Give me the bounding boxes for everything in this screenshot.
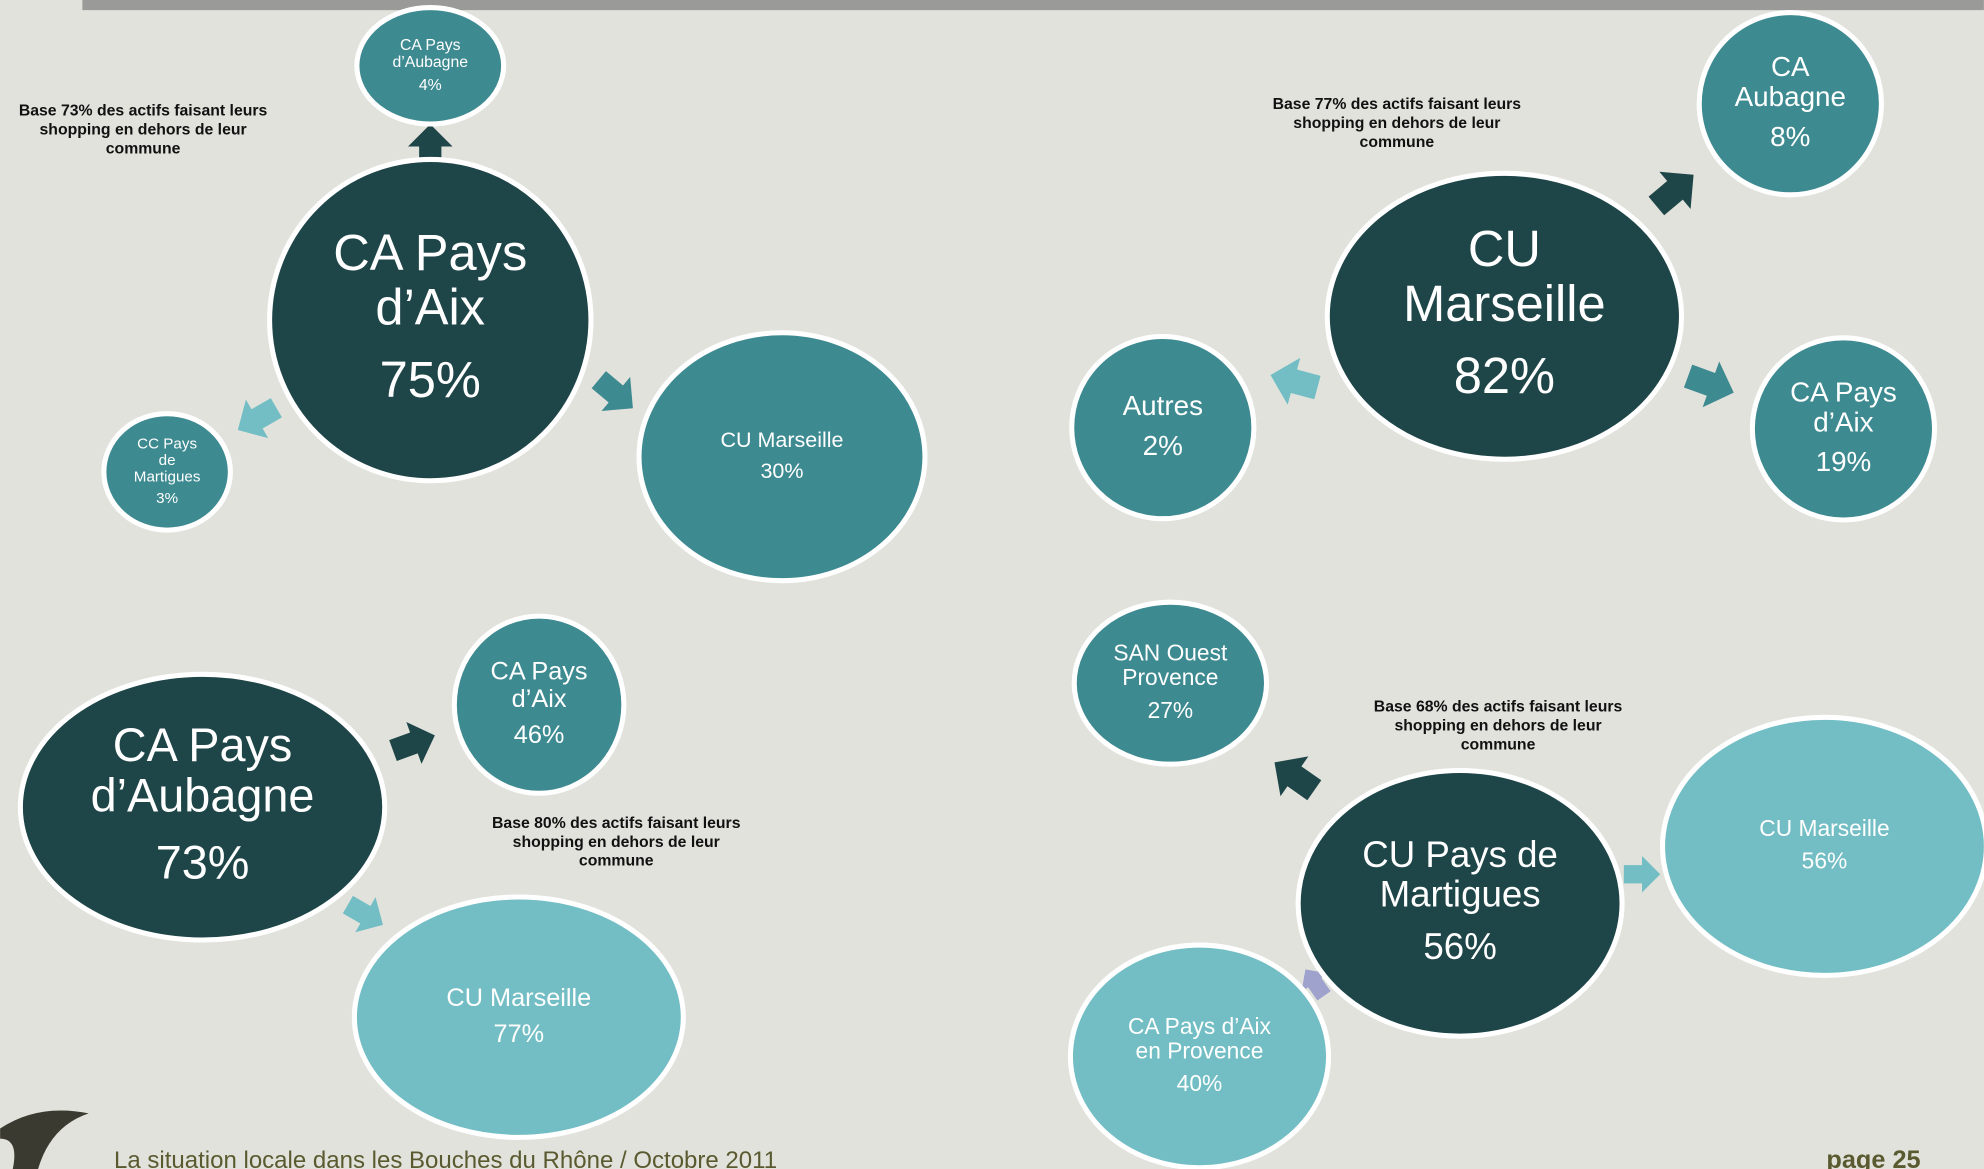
- node: [1069, 334, 1257, 522]
- arrow: [1683, 361, 1734, 408]
- arrow: [1648, 171, 1694, 216]
- node-value: 56%: [1423, 926, 1496, 967]
- node-label: CA Pays: [400, 37, 461, 54]
- node-label: en Provence: [1136, 1037, 1264, 1063]
- node-value: 27%: [1148, 697, 1194, 723]
- node-value: 73%: [156, 836, 250, 888]
- node-value: 8%: [1770, 121, 1810, 152]
- node-value: 19%: [1816, 446, 1872, 477]
- arrow: [1623, 856, 1661, 893]
- node: [101, 411, 233, 533]
- node: [1749, 335, 1938, 523]
- quote-mark: [0, 1110, 89, 1169]
- node-label: d’Aubagne: [392, 54, 468, 71]
- base-note: commune: [1360, 134, 1435, 151]
- node-value: 2%: [1143, 430, 1183, 461]
- node-label: CA Pays: [333, 224, 527, 281]
- node-label: d’Aix: [375, 279, 485, 336]
- node-label: de: [159, 452, 176, 469]
- node-label: CU Marseille: [720, 428, 843, 452]
- node-label: CC Pays: [137, 436, 197, 453]
- node-value: 75%: [380, 351, 481, 408]
- node-value: 4%: [419, 77, 442, 94]
- node-label: d’Aix: [512, 685, 567, 713]
- node-value: 82%: [1454, 347, 1555, 404]
- arrow: [342, 895, 383, 933]
- node-label: Marseille: [1403, 275, 1605, 332]
- node-label: SAN Ouest: [1113, 640, 1228, 666]
- node: [1696, 10, 1884, 198]
- node-label: Martigues: [134, 468, 201, 485]
- base-note: shopping en dehors de leur: [40, 121, 247, 138]
- base-note: Base 80% des actifs faisant leurs: [492, 815, 741, 832]
- node-label: Provence: [1122, 664, 1218, 690]
- node-label: CA Pays: [491, 658, 588, 686]
- node-value: 77%: [494, 1020, 545, 1048]
- node: [1324, 170, 1685, 462]
- node: [267, 156, 594, 484]
- node: [1660, 714, 1984, 978]
- node-label: Aubagne: [1735, 81, 1846, 112]
- arrow: [1301, 969, 1331, 1001]
- node-value: 30%: [760, 459, 803, 483]
- node-label: d’Aubagne: [91, 769, 315, 821]
- node: [1067, 942, 1332, 1169]
- base-note: shopping en dehors de leur: [1293, 115, 1500, 132]
- node-label: CU Pays de: [1362, 834, 1558, 875]
- node-label: d’Aix: [1813, 406, 1873, 437]
- node-label: CA: [1771, 51, 1810, 82]
- page-number: page 25: [1826, 1146, 1920, 1169]
- node: [351, 894, 686, 1140]
- node: [354, 5, 507, 127]
- node-value: 56%: [1802, 848, 1848, 874]
- base-note: Base 73% des actifs faisant leurs: [19, 103, 268, 120]
- node: [1071, 599, 1270, 767]
- node-label: CA Pays: [1790, 376, 1897, 407]
- footer-text: La situation locale dans les Bouches du …: [114, 1147, 777, 1169]
- node: [451, 613, 627, 796]
- node-value: 46%: [514, 721, 565, 749]
- base-note: Base 77% des actifs faisant leurs: [1273, 96, 1522, 113]
- node-label: CU Marseille: [446, 984, 591, 1012]
- node-value: 40%: [1177, 1070, 1223, 1096]
- base-note: commune: [579, 853, 654, 870]
- base-note: shopping en dehors de leur: [1394, 717, 1601, 734]
- base-note: Base 68% des actifs faisant leurs: [1374, 698, 1623, 715]
- node-value: 3%: [156, 490, 178, 507]
- node-label: Martigues: [1380, 874, 1541, 915]
- node: [1295, 767, 1625, 1039]
- node-label: Autres: [1123, 390, 1203, 421]
- base-note: commune: [1461, 736, 1536, 753]
- node: [17, 671, 388, 943]
- node-label: CA Pays: [113, 719, 292, 771]
- base-note: shopping en dehors de leur: [513, 834, 720, 851]
- arrow: [591, 371, 633, 412]
- arrow: [1270, 357, 1321, 405]
- arrow: [1274, 756, 1322, 801]
- top-bar: [82, 0, 1984, 11]
- node: [636, 330, 928, 584]
- node-label: CA Pays d’Aix: [1128, 1013, 1272, 1039]
- node-label: CU Marseille: [1759, 815, 1889, 841]
- node-label: CU: [1468, 220, 1541, 277]
- arrow: [237, 398, 282, 439]
- base-note: commune: [106, 140, 181, 157]
- arrow: [389, 722, 435, 764]
